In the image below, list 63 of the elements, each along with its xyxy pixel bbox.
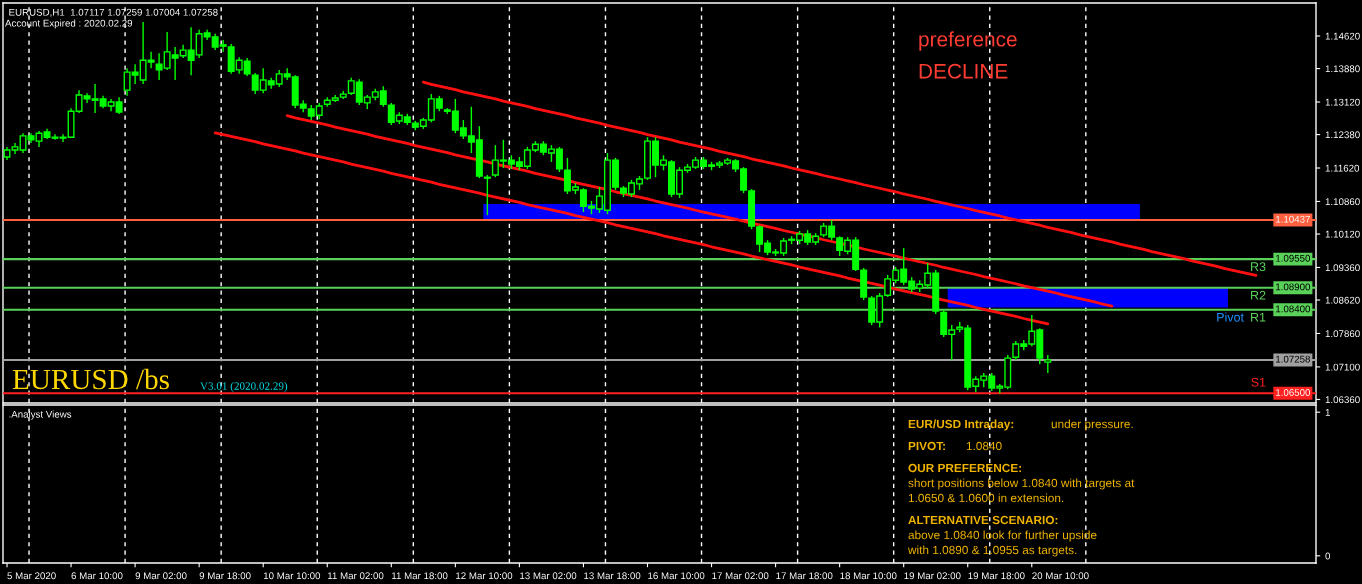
candlestick <box>1044 354 1052 374</box>
annotation: 1.0650 & 1.0600 in extension. <box>908 493 1064 503</box>
annotation: PIVOT: <box>908 441 945 451</box>
line-series <box>213 131 1050 326</box>
x-tick-label: 18 Mar 10:00 <box>840 572 897 580</box>
annotation: R3 <box>1251 262 1266 272</box>
annotation: preference <box>919 31 1017 51</box>
annotation: above 1.0840 look for further upside <box>908 530 1097 542</box>
annotation: DECLINE <box>919 63 1008 79</box>
y-tick-label: 0 <box>1325 552 1331 560</box>
y-tick-label: 1.13120 <box>1325 98 1360 106</box>
y-tick-label: 1.14620 <box>1325 32 1360 40</box>
x-tick-label: 17 Mar 02:00 <box>712 572 769 580</box>
y-tick-label: 1.13880 <box>1325 65 1360 73</box>
annotation: EUR/USD Intraday: <box>908 419 1014 431</box>
annotation: Pivot <box>1217 312 1244 322</box>
y-tick-label: 1.07860 <box>1325 330 1360 338</box>
ref-line-label: 1.08400 <box>1276 305 1311 313</box>
annotation: short positions below 1.0840 with targets at <box>908 478 1135 490</box>
ref-line-label: 1.07258 <box>1276 355 1311 363</box>
annotation: 1.0840 <box>966 441 1002 451</box>
y-tick-label: 1.07100 <box>1325 363 1360 371</box>
text: EURUSD,H1 1.07117 1.07259 1.07004 1.07258 <box>9 8 218 17</box>
annotation: under pressure. <box>1051 419 1133 431</box>
candlestick <box>483 174 491 216</box>
y-tick-label: 1 <box>1325 409 1330 416</box>
ref-line-label: 1.10437 <box>1276 215 1310 223</box>
y-tick-label: 1.06360 <box>1325 396 1360 404</box>
annotation: S1 <box>1251 377 1266 387</box>
x-tick-label: 11 Mar 18:00 <box>392 572 448 580</box>
annotation: ALTERNATIVE SCENARIO: <box>908 515 1058 525</box>
line-series <box>285 114 1114 308</box>
x-tick-label: 9 Mar 02:00 <box>135 572 187 580</box>
annotation: OUR PREFERENCE: <box>908 463 1021 473</box>
annotation: V3.01 (2020.02.29) <box>200 381 288 393</box>
x-tick-label: 17 Mar 18:00 <box>776 572 833 580</box>
annotation: R1 <box>1251 312 1266 322</box>
x-tick-label: 10 Mar 10:00 <box>263 572 321 580</box>
annotation: with 1.0890 & 1.0955 as targets. <box>907 545 1077 557</box>
y-tick-label: 1.09360 <box>1325 264 1360 272</box>
annotation: R2 <box>1251 290 1266 300</box>
ref-line-label: 1.08900 <box>1276 283 1311 291</box>
ref-line-label: 1.09550 <box>1276 254 1311 262</box>
ref-line-label: 1.06500 <box>1276 389 1311 396</box>
annotation: EURUSD /bs <box>12 368 169 390</box>
x-tick-label: 9 Mar 18:00 <box>199 572 251 580</box>
text: .Analyst Views <box>9 410 72 420</box>
y-tick-label: 1.11620 <box>1325 164 1360 172</box>
x-tick-label: 20 Mar 10:00 <box>1032 572 1089 580</box>
annotation: Account Expired : 2020.02.29 <box>5 19 133 29</box>
y-tick-label: 1.08620 <box>1325 296 1360 304</box>
x-tick-label: 5 Mar 2020 <box>7 572 56 580</box>
x-tick-label: 6 Mar 10:00 <box>71 572 123 580</box>
y-tick-label: 1.12380 <box>1325 131 1360 139</box>
x-tick-label: 11 Mar 02:00 <box>327 572 384 580</box>
x-tick-label: 13 Mar 02:00 <box>520 572 577 580</box>
x-tick-label: 13 Mar 18:00 <box>584 572 641 580</box>
y-tick-label: 1.10120 <box>1325 230 1360 238</box>
x-tick-label: 16 Mar 10:00 <box>648 572 705 580</box>
x-tick-label: 19 Mar 02:00 <box>904 572 961 580</box>
x-tick-label: 12 Mar 10:00 <box>456 572 513 580</box>
x-tick-label: 19 Mar 18:00 <box>968 572 1025 580</box>
y-tick-label: 1.10860 <box>1325 198 1360 206</box>
